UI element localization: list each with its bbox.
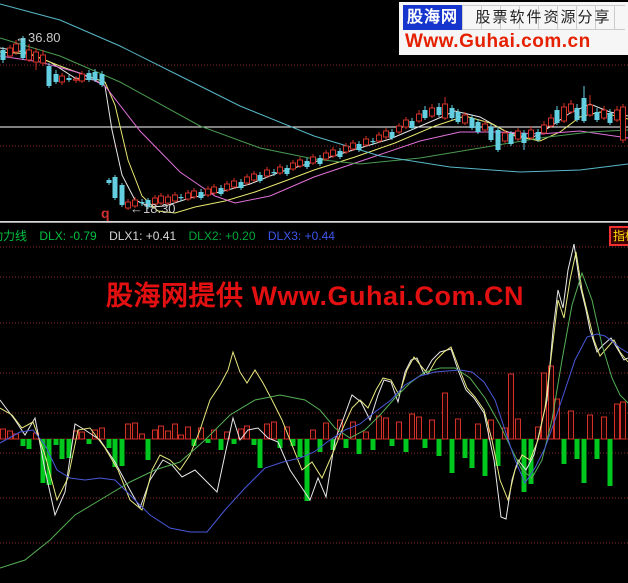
- ma-yellow: [0, 51, 628, 214]
- dlx-lines: [0, 244, 628, 569]
- ma-cyan: [0, 3, 628, 173]
- ma-magenta: [0, 55, 628, 204]
- logo-url: Www.Guhai.com.cn: [405, 31, 591, 52]
- indicator-header: 动力线 DLX: -0.79 DLX1: +0.41 DLX2: +0.20 D…: [0, 227, 344, 244]
- logo-tagline: 股票软件资源分享: [462, 5, 625, 30]
- logo-site-name: 股海网: [403, 5, 463, 30]
- candles-group: [0, 36, 626, 210]
- dlx1-yellow: [0, 251, 628, 511]
- indicator-value-dlx2: DLX2: +0.20: [188, 229, 256, 243]
- indicator-panel: [0, 244, 628, 569]
- watermark-text: 股海网提供 Www.Guhai.Com.CN: [106, 281, 524, 311]
- indicator-value-dlx: DLX: -0.79: [39, 229, 97, 243]
- price-panel: [0, 3, 628, 214]
- ma-green: [0, 37, 628, 165]
- indicator-value-dlx1: DLX1: +0.41: [109, 229, 177, 243]
- panel-divider[interactable]: [0, 221, 628, 223]
- site-logo[interactable]: 股海网 股票软件资源分享 Www.Guhai.com.cn: [399, 2, 628, 55]
- dlx2-green: [0, 271, 628, 569]
- dlx-white: [0, 244, 628, 520]
- dlx3-blue: [0, 333, 628, 533]
- dlx-histogram: [0, 365, 626, 501]
- indicator-name: 动力线: [0, 229, 28, 243]
- price-high-label: ←36.80: [15, 30, 61, 45]
- price-low-label: ←18.30: [130, 201, 176, 216]
- signal-marker-q: q: [101, 205, 110, 221]
- indicator-panel-button[interactable]: 指标: [609, 226, 628, 246]
- indicator-value-dlx3: DLX3: +0.44: [267, 229, 335, 243]
